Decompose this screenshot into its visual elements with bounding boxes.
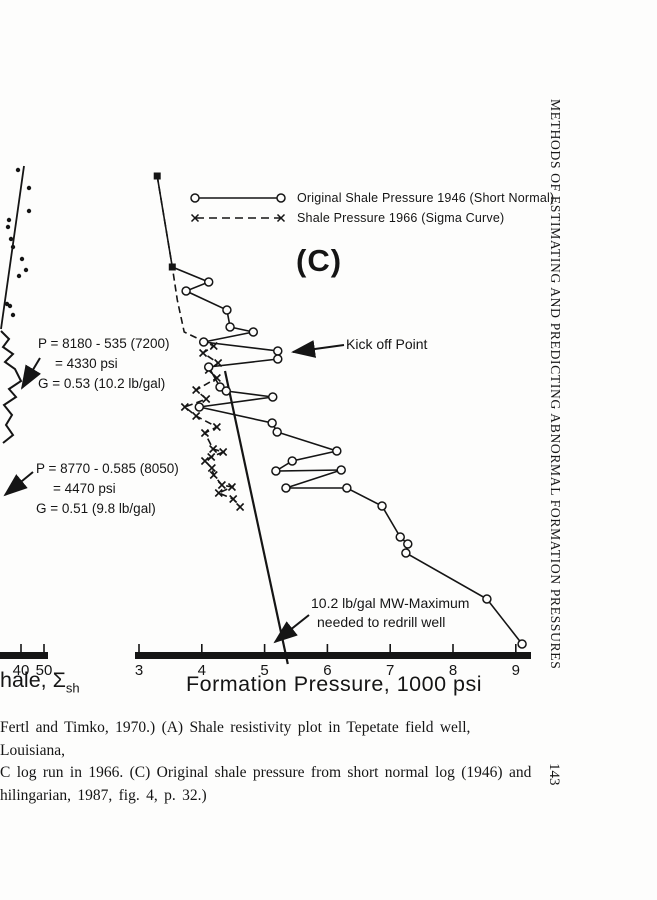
running-head: METHODS OF ESTIMATING AND PREDICTING ABN… <box>548 99 563 670</box>
left-panel-data-dot <box>26 208 32 214</box>
left-panel-data-dot <box>16 273 22 279</box>
mud-weight-arrow <box>273 614 310 644</box>
left-panel-data-dot <box>10 312 16 318</box>
legend-item-1946: Original Shale Pressure 1946 (Short Norm… <box>188 191 554 205</box>
calc1-line2: = 4330 psi <box>55 356 118 371</box>
x-axis-tick-label: 7 <box>386 662 394 679</box>
left-panel-data-dot <box>19 256 25 262</box>
circle-line-marker-icon <box>190 193 286 203</box>
kick-off-point-label: Kick off Point <box>346 336 428 352</box>
caption-line-2: C log run in 1966. (C) Original shale pr… <box>0 764 532 781</box>
series-original-shale-pressure-1946-short-normal- <box>153 172 527 649</box>
left-panel-tick-label: 40 <box>13 662 30 679</box>
left-axis-title-text: hale, Σ <box>0 668 66 692</box>
x-axis-tick-label: 9 <box>512 662 520 679</box>
x-axis-title: Formation Pressure, 1000 psi <box>185 672 483 696</box>
x-dashed-line-marker-icon <box>190 213 286 223</box>
calc2-line3: G = 0.51 (9.8 lb/gal) <box>36 501 156 516</box>
calc1-arrow <box>20 357 42 390</box>
left-panel-data-dot <box>15 167 21 173</box>
calc2-line1: P = 8770 - 0.585 (8050) <box>36 461 179 476</box>
x-axis-tick-label: 6 <box>323 662 331 679</box>
annotation-arrows <box>3 340 345 644</box>
mw-line1: 10.2 lb/gal MW-Maximum <box>311 595 470 611</box>
left-panel-data-dot <box>26 185 32 191</box>
left-panel-data-dot <box>23 267 29 273</box>
figure-caption: Fertl and Timko, 1970.) (A) Shale resist… <box>0 717 540 807</box>
left-panel-data-dot <box>10 244 16 250</box>
left-panel-data-dot <box>5 224 11 230</box>
x-axis-tick-label: 4 <box>198 662 206 679</box>
caption-line-3: hilingarian, 1987, fig. 4, p. 32.) <box>0 786 207 804</box>
x-axis-tick-label: 5 <box>260 662 268 679</box>
page-number: 143 <box>546 763 562 786</box>
legend-label-1966: Shale Pressure 1966 (Sigma Curve) <box>297 211 505 225</box>
left-panel-axis-bar <box>0 652 48 659</box>
left-panel-fragment: 40 50 <box>0 165 53 679</box>
left-panel-shale-curve <box>0 330 23 444</box>
pressure-calc-annotation-1: P = 8180 - 535 (7200) = 4330 psi G = 0.5… <box>38 334 169 394</box>
left-panel-axis-title: hale, Σsh <box>0 668 80 695</box>
calc1-line1: P = 8180 - 535 (7200) <box>38 336 170 351</box>
x-axis-bar <box>135 652 531 659</box>
x-axis: 3 4 5 6 7 8 9 <box>135 644 531 679</box>
left-panel-data-dot <box>7 303 13 309</box>
left-panel-data-dot <box>8 236 14 242</box>
kick-off-arrow <box>291 340 345 358</box>
panel-label-c: (C) <box>296 243 343 278</box>
x-axis-tick-label: 3 <box>135 662 143 679</box>
mud-weight-annotation: 10.2 lb/gal MW-Maximum needed to redrill… <box>311 594 469 632</box>
series-10-2-lb-gal-mw-maximum-line <box>223 370 289 665</box>
left-panel-tick-label: 50 <box>36 662 53 679</box>
series-shale-pressure-1966-sigma-curve- <box>156 175 245 512</box>
left-panel-data-dot <box>6 217 12 223</box>
legend-item-1966: Shale Pressure 1966 (Sigma Curve) <box>188 211 504 225</box>
x-axis-tick-label: 8 <box>449 662 457 679</box>
calc1-line3: G = 0.53 (10.2 lb/gal) <box>38 376 166 391</box>
caption-line-1: Fertl and Timko, 1970.) (A) Shale resist… <box>0 719 471 759</box>
mw-line2: needed to redrill well <box>317 614 446 630</box>
legend-label-1946: Original Shale Pressure 1946 (Short Norm… <box>297 191 555 205</box>
calc2-arrow <box>3 471 34 497</box>
calc2-line2: = 4470 psi <box>53 481 116 496</box>
left-axis-title-subscript: sh <box>65 680 80 696</box>
pressure-calc-annotation-2: P = 8770 - 0.585 (8050) = 4470 psi G = 0… <box>36 459 179 519</box>
